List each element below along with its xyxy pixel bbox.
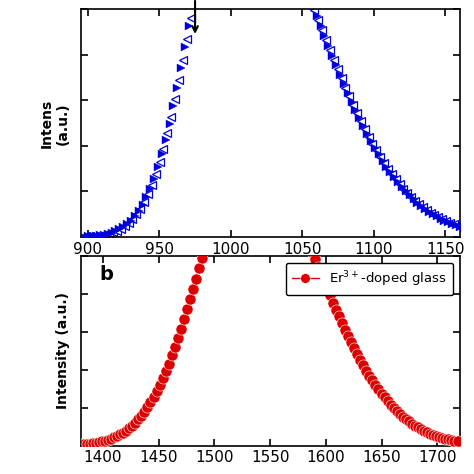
X-axis label: Wavelength (nm): Wavelength (nm) xyxy=(183,263,357,281)
Y-axis label: Intens
(a.u.): Intens (a.u.) xyxy=(40,99,70,148)
Legend: Er$^{3+}$-doped glass: Er$^{3+}$-doped glass xyxy=(286,263,453,295)
Y-axis label: Intensity (a.u.): Intensity (a.u.) xyxy=(56,292,70,409)
Text: b: b xyxy=(100,265,113,284)
